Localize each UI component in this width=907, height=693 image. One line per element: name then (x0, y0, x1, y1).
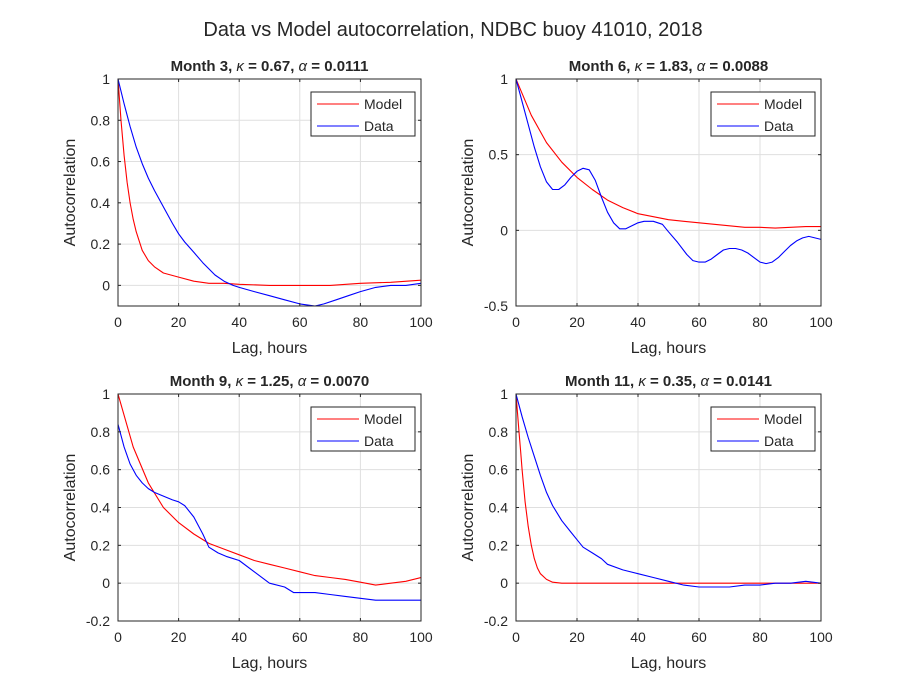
legend: Model Data (710, 406, 816, 452)
legend-box (310, 91, 416, 137)
axes-frame (117, 78, 422, 307)
x-tick-label: 60 (292, 314, 308, 330)
y-tick-label: 0.6 (489, 462, 509, 478)
y-tick-label: 0 (102, 277, 110, 293)
x-tick-label: 80 (353, 314, 369, 330)
y-tick-label: 0.4 (91, 500, 111, 516)
x-tick-label: 80 (353, 629, 369, 645)
x-tick-label: 0 (512, 314, 520, 330)
x-tick-label: 100 (409, 314, 433, 330)
legend: Model Data (710, 91, 816, 137)
series-line-data (118, 424, 421, 601)
x-tick-label: 100 (409, 629, 433, 645)
x-tick-label: 20 (171, 314, 187, 330)
x-tick-label: 40 (231, 314, 247, 330)
x-tick-label: 40 (630, 629, 646, 645)
y-tick-label: 0.6 (91, 154, 111, 170)
x-tick-label: 80 (752, 629, 768, 645)
legend-label-model: Model (364, 96, 402, 112)
series-group (516, 79, 821, 265)
x-tick-label: 40 (630, 314, 646, 330)
legend-label-data: Data (364, 118, 394, 134)
series-line-model (516, 79, 821, 229)
y-tick-label: 0.5 (489, 147, 509, 163)
subplot-title: Month 11, κ = 0.35, α = 0.0141 (565, 373, 772, 390)
series-line-data (516, 394, 821, 588)
x-tick-label: 0 (512, 629, 520, 645)
subplot-1: 0 20 40 60 80 100 0 0.2 0.4 0.6 0.8 1 Lag, hours Auto… (62, 58, 433, 357)
y-tick-label: -0.5 (484, 298, 508, 314)
subplot-title: Month 9, κ = 1.25, α = 0.0070 (170, 373, 370, 390)
legend-label-data: Data (764, 118, 794, 134)
x-tick-label: 80 (752, 314, 768, 330)
legend-label-model: Model (364, 411, 402, 427)
y-tick-label: 0.4 (489, 500, 509, 516)
x-tick-label: 60 (292, 629, 308, 645)
x-tick-label: 20 (569, 629, 585, 645)
y-tick-label: 1 (102, 386, 110, 402)
x-axis-label: Lag, hours (631, 655, 707, 672)
series-group (516, 394, 821, 588)
y-tick-label: 0.6 (91, 462, 111, 478)
y-tick-label: 0.8 (91, 424, 111, 440)
y-tick-label: 0 (500, 575, 508, 591)
x-tick-label: 0 (114, 314, 122, 330)
legend-box (710, 91, 816, 137)
legend-label-data: Data (764, 433, 794, 449)
y-tick-label: 0.8 (489, 424, 509, 440)
x-tick-label: 60 (691, 314, 707, 330)
x-tick-label: 0 (114, 629, 122, 645)
y-tick-label: 0.2 (489, 537, 509, 553)
legend-box (710, 406, 816, 452)
x-axis-label: Lag, hours (631, 340, 707, 357)
series-line-data (118, 79, 421, 306)
y-tick-label: 0.8 (91, 112, 111, 128)
axes-frame (515, 78, 822, 307)
legend-label-model: Model (764, 96, 802, 112)
x-tick-label: 40 (231, 629, 247, 645)
y-tick-label: -0.2 (86, 613, 110, 629)
subplot-title: Month 3, κ = 0.67, α = 0.0111 (171, 58, 369, 75)
y-tick-label: 0.2 (91, 236, 111, 252)
x-tick-label: 60 (691, 629, 707, 645)
y-tick-label: -0.2 (484, 613, 508, 629)
legend-label-model: Model (764, 411, 802, 427)
series-line-model (118, 79, 421, 286)
y-tick-label: 0 (500, 222, 508, 238)
x-tick-label: 20 (569, 314, 585, 330)
y-tick-label: 0.2 (91, 537, 111, 553)
series-line-data (516, 79, 821, 265)
series-group (118, 394, 421, 601)
y-tick-label: 0 (102, 575, 110, 591)
y-axis-label: Autocorrelation (460, 454, 477, 562)
legend: Model Data (310, 406, 416, 452)
series-line-model (516, 394, 821, 584)
x-tick-label: 20 (171, 629, 187, 645)
figure-title: Data vs Model autocorrelation, NDBC buoy… (203, 19, 702, 41)
x-axis-label: Lag, hours (232, 655, 308, 672)
series-group (118, 79, 421, 306)
y-axis-label: Autocorrelation (62, 139, 79, 247)
y-tick-label: 0.4 (91, 195, 111, 211)
y-tick-label: 1 (500, 71, 508, 87)
series-line-model (118, 394, 421, 586)
legend-label-data: Data (364, 433, 394, 449)
legend-box (310, 406, 416, 452)
y-axis-label: Autocorrelation (62, 454, 79, 562)
y-tick-label: 1 (500, 386, 508, 402)
x-tick-label: 100 (809, 629, 833, 645)
y-tick-label: 1 (102, 71, 110, 87)
subplot-title: Month 6, κ = 1.83, α = 0.0088 (569, 58, 769, 75)
y-axis-label: Autocorrelation (460, 139, 477, 247)
x-tick-label: 100 (809, 314, 833, 330)
legend: Model Data (310, 91, 416, 137)
x-axis-label: Lag, hours (232, 340, 308, 357)
